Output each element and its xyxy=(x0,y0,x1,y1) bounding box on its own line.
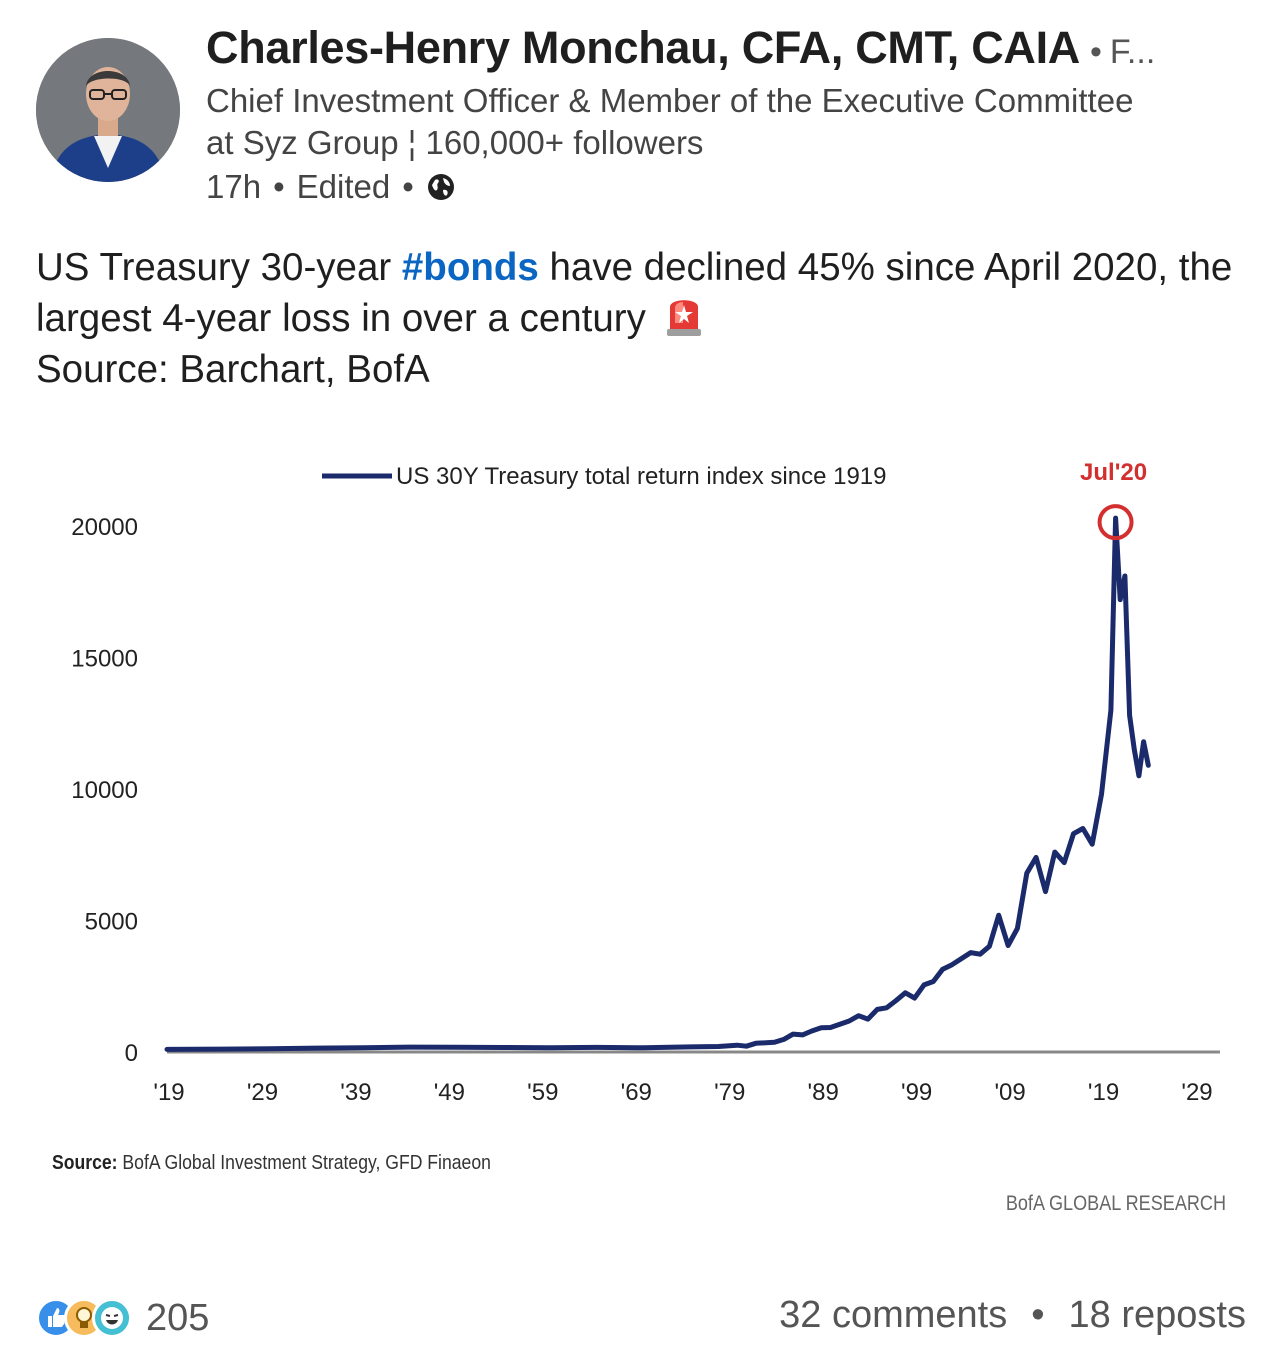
y-tick-label: 5000 xyxy=(85,909,138,936)
peak-marker xyxy=(1097,504,1134,541)
funny-icon xyxy=(92,1298,132,1338)
legend-label: US 30Y Treasury total return index since… xyxy=(396,463,887,490)
engagement-stats: 32 comments • 18 reposts xyxy=(779,1294,1246,1337)
y-tick-label: 0 xyxy=(125,1040,138,1067)
post-header: Charles-Henry Monchau, CFA, CMT, CAIA • … xyxy=(36,22,1256,212)
comments-link[interactable]: 32 comments xyxy=(779,1294,1008,1336)
chart-source: Source: BofA Global Investment Strategy,… xyxy=(52,1152,491,1175)
separator-dot: • xyxy=(402,168,414,205)
edited-label: Edited xyxy=(296,168,391,205)
author-headline: Chief Investment Officer & Member of the… xyxy=(206,82,1134,161)
reaction-count[interactable]: 205 xyxy=(146,1296,210,1339)
y-tick-label: 15000 xyxy=(71,646,138,673)
x-tick-label: '79 xyxy=(714,1079,745,1106)
post-meta: 17h • Edited • xyxy=(206,166,1256,208)
chart-brand: BofA GLOBAL RESEARCH xyxy=(1005,1192,1226,1215)
y-tick-label: 10000 xyxy=(71,777,138,804)
globe-icon xyxy=(426,172,456,202)
peak-label: Jul'20 xyxy=(1080,459,1147,486)
x-tick-label: '59 xyxy=(527,1079,558,1106)
post-source: Source: Barchart, BofA xyxy=(36,348,430,391)
chart-image[interactable]: US 30Y Treasury total return index since… xyxy=(0,440,1284,1230)
follow-button[interactable]: F... xyxy=(1109,33,1156,71)
social-bar: 205 32 comments • 18 reposts xyxy=(36,1290,1246,1346)
post-text: US Treasury 30-year xyxy=(36,246,402,289)
x-tick-label: '19 xyxy=(153,1079,184,1106)
x-tick-label: '29 xyxy=(1181,1079,1212,1106)
x-tick-label: '89 xyxy=(808,1079,839,1106)
post-text: have declined 45% since April 2020, the … xyxy=(36,246,1233,340)
separator-dot: • xyxy=(273,168,285,205)
x-tick-label: '29 xyxy=(247,1079,278,1106)
x-tick-label: '69 xyxy=(621,1079,652,1106)
x-tick-label: '09 xyxy=(994,1079,1025,1106)
hashtag-link[interactable]: #bonds xyxy=(401,246,539,289)
reactions[interactable]: 205 xyxy=(36,1296,209,1340)
x-tick-label: '19 xyxy=(1088,1079,1119,1106)
post-time: 17h xyxy=(206,168,262,205)
source-text: BofA Global Investment Strategy, GFD Fin… xyxy=(122,1152,491,1174)
separator-dot: • xyxy=(1090,33,1102,71)
author-name[interactable]: Charles-Henry Monchau, CFA, CMT, CAIA xyxy=(206,22,1081,73)
y-tick-label: 20000 xyxy=(71,514,138,541)
series-line xyxy=(164,515,1151,1052)
chart-legend: US 30Y Treasury total return index since… xyxy=(322,463,887,490)
source-label: Source: xyxy=(52,1152,118,1174)
separator-dot: • xyxy=(1031,1294,1045,1336)
post-body: US Treasury 30-year #bonds have declined… xyxy=(36,242,1246,395)
avatar[interactable] xyxy=(36,38,180,182)
siren-icon xyxy=(663,293,705,337)
x-tick-label: '49 xyxy=(434,1079,465,1106)
chart-svg: US 30Y Treasury total return index since… xyxy=(71,459,1220,1106)
x-tick-label: '39 xyxy=(340,1079,371,1106)
reposts-link[interactable]: 18 reposts xyxy=(1068,1294,1246,1336)
x-tick-label: '99 xyxy=(901,1079,932,1106)
